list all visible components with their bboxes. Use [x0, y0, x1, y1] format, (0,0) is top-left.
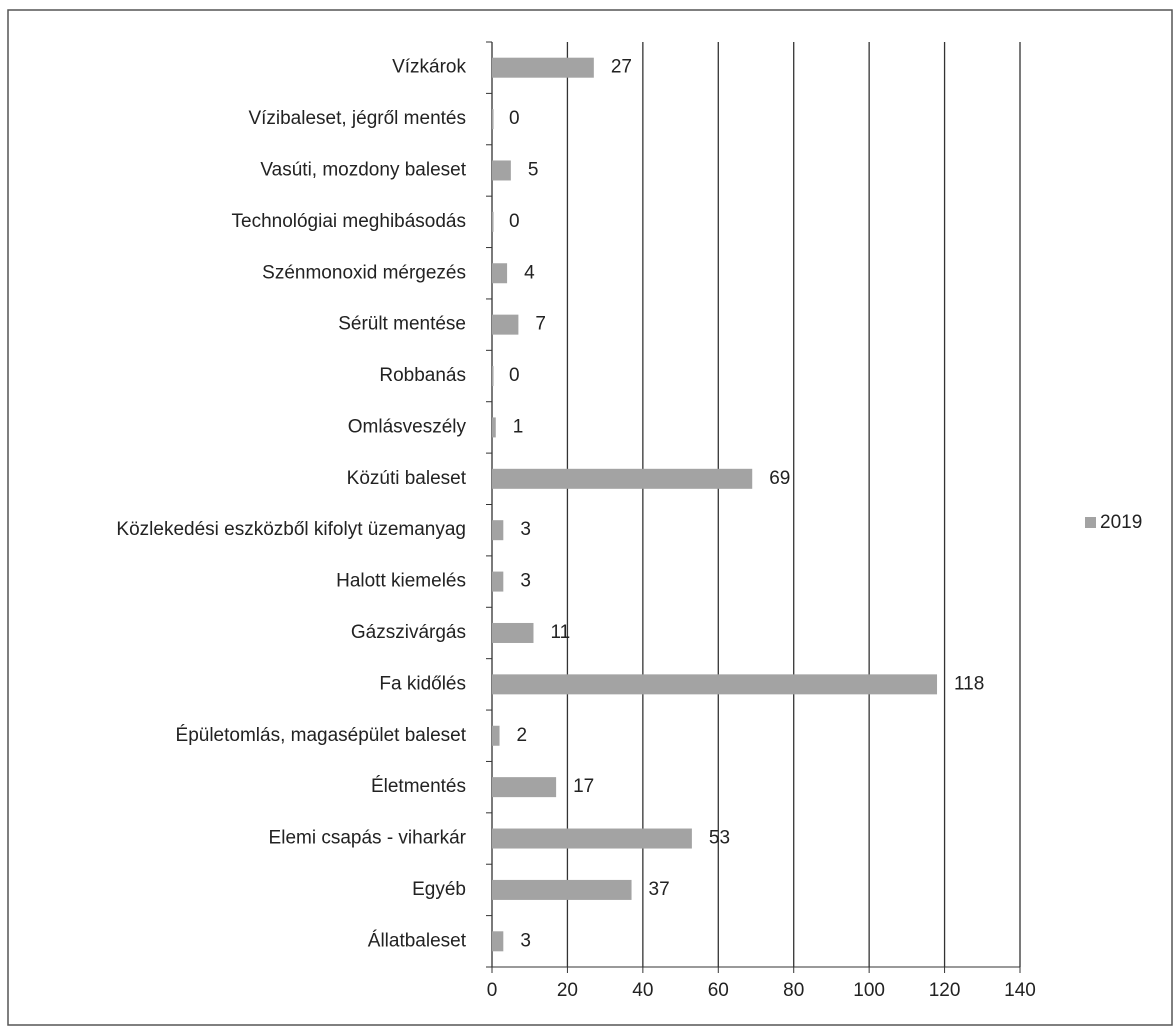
value-label: 0: [509, 211, 520, 232]
value-label: 17: [573, 776, 594, 797]
y-tick-label: Vízkárok: [392, 57, 466, 78]
y-tick-label: Szénmonoxid mérgezés: [262, 262, 466, 283]
value-label: 53: [709, 828, 730, 849]
y-tick-label: Közlekedési eszközből kifolyt üzemanyag: [116, 519, 466, 540]
x-tick-label: 60: [708, 980, 729, 1001]
bar: [492, 777, 557, 798]
value-label: 4: [524, 262, 535, 283]
bar: [492, 571, 504, 592]
y-tick-label: Állatbaleset: [368, 930, 467, 951]
legend-label: 2019: [1100, 512, 1142, 533]
bar: [492, 211, 494, 232]
value-label: 27: [611, 57, 632, 78]
y-tick-label: Halott kiemelés: [336, 571, 466, 592]
bar: [492, 366, 494, 387]
value-label: 37: [649, 879, 670, 900]
x-tick-label: 140: [1004, 980, 1036, 1001]
bar: [492, 725, 500, 746]
value-label: 3: [520, 571, 531, 592]
y-tick-label: Vízibaleset, jégről mentés: [248, 108, 466, 129]
frame: [7, 9, 1173, 1026]
bar: [492, 109, 494, 130]
bar: [492, 263, 508, 284]
x-tick-label: 120: [929, 980, 961, 1001]
x-tick-label: 40: [632, 980, 653, 1001]
bar: [492, 468, 753, 489]
bar: [492, 931, 504, 952]
bar: [492, 674, 938, 695]
bar: [492, 57, 594, 78]
bar: [492, 520, 504, 541]
bar: [492, 314, 519, 335]
bar: [492, 622, 534, 643]
value-label: 0: [509, 365, 520, 386]
value-label: 2: [517, 725, 528, 746]
value-label: 5: [528, 159, 539, 180]
value-label: 3: [520, 930, 531, 951]
x-tick-label: 100: [853, 980, 885, 1001]
value-label: 7: [535, 314, 546, 335]
y-tick-label: Életmentés: [371, 776, 466, 797]
y-tick-label: Technológiai meghibásodás: [232, 211, 467, 232]
value-label: 118: [954, 673, 984, 694]
y-tick-label: Közúti baleset: [347, 468, 467, 489]
value-label: 0: [509, 108, 520, 129]
x-tick-label: 80: [783, 980, 804, 1001]
bar: [492, 828, 692, 849]
bar: [492, 417, 496, 438]
value-label: 3: [520, 519, 531, 540]
y-tick-label: Vasúti, mozdony baleset: [260, 159, 466, 180]
value-label: 11: [550, 622, 570, 643]
y-tick-label: Elemi csapás - viharkár: [269, 828, 467, 849]
legend-swatch: [1085, 517, 1096, 528]
y-tick-label: Omlásveszély: [348, 416, 467, 437]
value-label: 69: [769, 468, 790, 489]
bar: [492, 879, 632, 900]
y-tick-label: Robbanás: [379, 365, 466, 386]
y-tick-label: Sérült mentése: [338, 314, 466, 335]
value-label: 1: [513, 416, 524, 437]
y-tick-label: Gázszivárgás: [351, 622, 466, 643]
y-tick-label: Egyéb: [412, 879, 466, 900]
x-tick-label: 20: [557, 980, 578, 1001]
y-tick-label: Fa kidőlés: [379, 673, 466, 694]
bar: [492, 160, 511, 181]
x-tick-label: 0: [487, 980, 498, 1001]
y-tick-label: Épületomlás, magasépület baleset: [176, 725, 467, 746]
